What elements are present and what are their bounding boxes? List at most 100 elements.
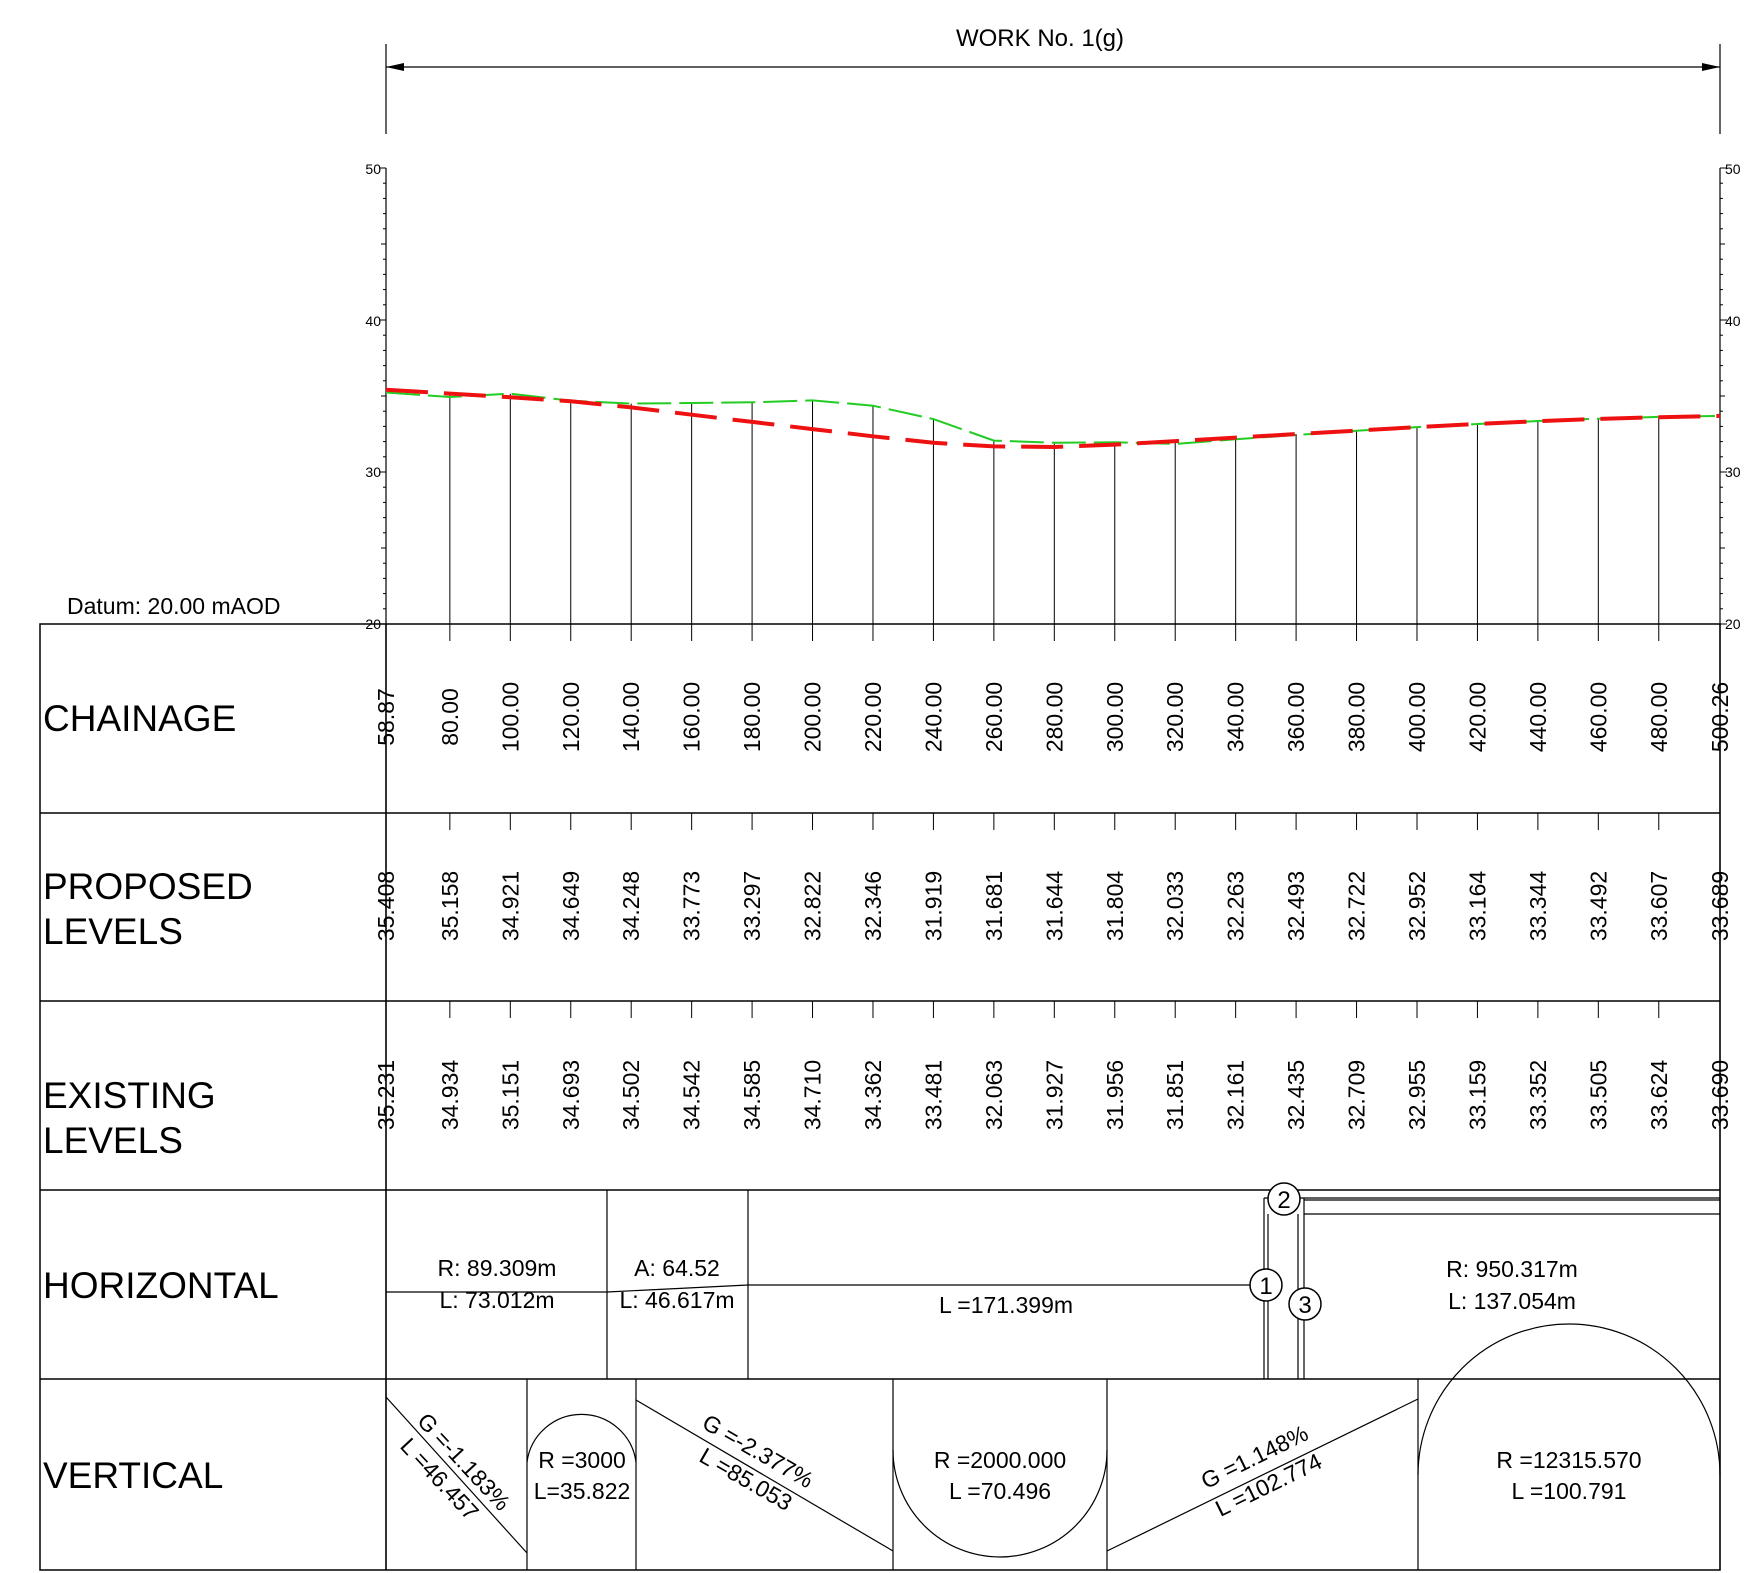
chainage-value: 200.00 — [800, 682, 826, 752]
vertical-alignment: G =-1.183% L =46.457 R =3000 L=35.822 G … — [385, 1323, 1721, 1570]
axis-tick-left-30: 30 — [365, 464, 381, 480]
chainage-value: 480.00 — [1646, 682, 1672, 752]
chainage-value: 100.00 — [497, 682, 523, 752]
horizontal-alignment: R: 89.309m L: 73.012m A: 64.52 L: 46.617… — [386, 1182, 1720, 1379]
chainage-value: 180.00 — [739, 682, 765, 752]
row-proposed-2: LEVELS — [43, 911, 183, 952]
chainage-value: 440.00 — [1525, 682, 1551, 752]
proposed-level-value: 33.689 — [1707, 871, 1733, 941]
vertical-curve-crest-2 — [1417, 1323, 1721, 1476]
existing-level-value: 34.502 — [618, 1060, 644, 1130]
chainage-value: 160.00 — [679, 682, 705, 752]
chainage-value: 360.00 — [1283, 682, 1309, 752]
v-curve3-l: L =100.791 — [1512, 1478, 1627, 1504]
chainage-value: 140.00 — [618, 682, 644, 752]
chainage-value: 220.00 — [860, 682, 886, 752]
existing-level-value: 32.709 — [1344, 1060, 1370, 1130]
chainage-value: 120.00 — [558, 682, 584, 752]
chainage-value: 300.00 — [1102, 682, 1128, 752]
vertical-curve-sag — [892, 1449, 1108, 1558]
existing-level-values: 35.231 34.934 35.151 34.693 34.502 34.542 34.5… — [373, 1060, 1733, 1131]
row-existing-2: LEVELS — [43, 1120, 183, 1161]
row-chainage: CHAINAGE — [43, 698, 236, 739]
existing-level-value: 35.151 — [497, 1060, 523, 1130]
existing-level-value: 33.352 — [1525, 1060, 1551, 1130]
existing-level-value: 33.690 — [1707, 1060, 1733, 1130]
arrow-right-icon — [1702, 63, 1720, 71]
chainage-value: 280.00 — [1041, 682, 1067, 752]
existing-level-value: 33.159 — [1464, 1060, 1490, 1130]
svg-text:2: 2 — [1277, 1187, 1290, 1214]
datum-label: Datum: 20.00 mAOD — [67, 593, 280, 619]
arrow-left-icon — [386, 63, 404, 71]
work-dimension: WORK No. 1(g) — [385, 25, 1721, 134]
h-seg2-length: L: 46.617m — [619, 1287, 734, 1313]
proposed-level-value: 33.344 — [1525, 871, 1551, 942]
existing-level-value: 33.481 — [920, 1060, 946, 1130]
proposed-level-value: 32.722 — [1344, 871, 1370, 941]
proposed-level-values: 35.408 35.158 34.921 34.649 34.248 33.773 33.2… — [373, 871, 1733, 942]
chainage-drop-lines — [449, 393, 1660, 641]
chainage-value: 240.00 — [920, 682, 946, 752]
level-profiles — [385, 387, 1721, 450]
existing-level-line — [385, 391, 1721, 445]
grade-line-1 — [385, 1396, 528, 1554]
v-curve2-r: R =2000.000 — [934, 1447, 1066, 1473]
h-seg1-length: L: 73.012m — [439, 1287, 554, 1313]
chainage-value: 80.00 — [437, 688, 463, 746]
axis-tick-right-50: 50 — [1725, 161, 1741, 177]
proposed-level-value: 34.649 — [558, 871, 584, 941]
v-curve1-r: R =3000 — [538, 1447, 626, 1473]
proposed-level-value: 32.822 — [800, 871, 826, 941]
level-axes: 50 40 30 20 50 40 30 20 — [365, 161, 1741, 1570]
v-curve2-l: L =70.496 — [949, 1478, 1051, 1504]
proposed-level-value: 31.681 — [981, 871, 1007, 941]
chainage-value: 460.00 — [1585, 682, 1611, 752]
proposed-level-value: 33.607 — [1646, 871, 1672, 941]
row-vertical: VERTICAL — [43, 1455, 223, 1496]
existing-level-value: 33.624 — [1646, 1060, 1672, 1131]
existing-level-value: 34.693 — [558, 1060, 584, 1130]
axis-tick-left-50: 50 — [365, 161, 381, 177]
axis-tick-right-20: 20 — [1725, 616, 1741, 632]
proposed-level-value: 33.297 — [739, 871, 765, 941]
existing-level-value: 32.955 — [1404, 1060, 1430, 1130]
v-curve3-r: R =12315.570 — [1496, 1447, 1641, 1473]
existing-level-value: 32.435 — [1283, 1060, 1309, 1130]
proposed-level-value: 31.919 — [920, 871, 946, 941]
proposed-level-value: 32.263 — [1223, 871, 1249, 941]
proposed-level-value: 32.952 — [1404, 871, 1430, 941]
proposed-level-value: 32.346 — [860, 871, 886, 941]
chainage-value: 320.00 — [1162, 682, 1188, 752]
h-seg2-a: A: 64.52 — [634, 1255, 720, 1281]
proposed-level-value: 35.158 — [437, 871, 463, 941]
proposed-level-value: 32.033 — [1162, 871, 1188, 941]
existing-level-value: 31.956 — [1102, 1060, 1128, 1130]
existing-level-value: 31.927 — [1041, 1060, 1067, 1130]
row-horizontal: HORIZONTAL — [43, 1265, 279, 1306]
chainage-value: 400.00 — [1404, 682, 1430, 752]
row-tick-marks — [449, 813, 1660, 1018]
svg-text:3: 3 — [1298, 1292, 1311, 1319]
h-seg4-length: L: 137.054m — [1448, 1288, 1576, 1314]
svg-text:1: 1 — [1259, 1273, 1272, 1300]
existing-level-value: 34.934 — [437, 1060, 463, 1131]
work-title: WORK No. 1(g) — [956, 25, 1124, 52]
proposed-level-value: 34.921 — [497, 871, 523, 941]
axis-tick-right-40: 40 — [1725, 313, 1741, 329]
existing-level-value: 34.585 — [739, 1060, 765, 1130]
existing-level-value: 34.710 — [800, 1060, 826, 1130]
ip-marker-2: 2 — [1267, 1182, 1301, 1216]
existing-level-value: 31.851 — [1162, 1060, 1188, 1130]
proposed-level-value: 31.804 — [1102, 871, 1128, 942]
proposed-level-value: 33.492 — [1585, 871, 1611, 941]
row-existing-1: EXISTING — [43, 1075, 216, 1116]
existing-level-value: 32.063 — [981, 1060, 1007, 1130]
existing-level-value: 35.231 — [373, 1060, 399, 1130]
chainage-values: 58.87 80.00 100.00 120.00 140.00 160.00 180.00… — [373, 682, 1733, 752]
chainage-value: 420.00 — [1464, 682, 1490, 752]
h-seg1-radius: R: 89.309m — [438, 1255, 557, 1281]
ip-marker-1: 1 — [1249, 1268, 1283, 1302]
chainage-value: 340.00 — [1223, 682, 1249, 752]
